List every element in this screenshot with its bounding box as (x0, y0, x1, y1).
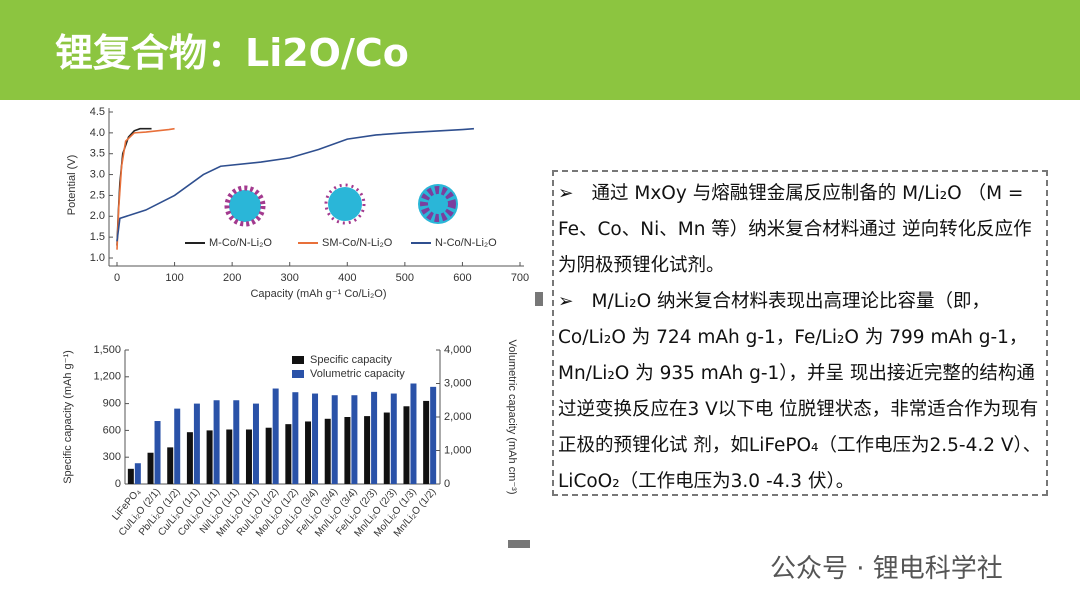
legend-label: M-Co/N-Li₂O (209, 237, 272, 249)
bar (226, 429, 233, 484)
y-tick-label: 2.5 (90, 189, 105, 201)
bullet-item: ➢ 通过 MxOy 与熔融锂金属反应制备的 M/Li₂O （M = Fe、Co、N… (558, 176, 1042, 284)
legend-label: SM-Co/N-Li₂O (322, 237, 393, 249)
y-tick-label: 0 (115, 478, 121, 490)
y-tick-label: 4.0 (90, 127, 105, 139)
bar (410, 383, 417, 484)
y-tick-label: 1.5 (90, 231, 105, 243)
bullet-text: M/Li₂O 纳米复合材料表现出高理论比容量（即，Co/Li₂O 为 724 m… (558, 291, 1042, 492)
legend-label: Volumetric capacity (310, 368, 405, 380)
bar (127, 468, 134, 484)
bar (213, 400, 220, 484)
series-line (116, 127, 475, 242)
bar (292, 392, 299, 484)
bar (364, 416, 371, 484)
bar (186, 432, 193, 484)
x-tick-label: 200 (223, 272, 241, 284)
header-band (0, 0, 1080, 100)
y2-tick-label: 4,000 (444, 344, 472, 356)
legend-swatch (292, 356, 304, 364)
x-tick-label: 700 (511, 272, 529, 284)
y-tick-label: 900 (103, 398, 121, 410)
bar (252, 403, 259, 484)
bar (272, 388, 279, 484)
legend-label: Specific capacity (310, 354, 392, 366)
bar (233, 400, 240, 484)
bar (174, 408, 181, 484)
y2-tick-label: 3,000 (444, 377, 472, 389)
slide-title: 锂复合物：Li2O/Co (55, 31, 409, 75)
bullet-marker: ➢ (558, 291, 574, 312)
y2-tick-label: 0 (444, 478, 450, 490)
y2-tick-label: 1,000 (444, 444, 472, 456)
series-line (116, 127, 152, 246)
x-tick-label: 500 (396, 272, 414, 284)
decoration (508, 540, 530, 548)
legend-label: N-Co/N-Li₂O (435, 237, 497, 249)
bullet-marker: ➢ (558, 183, 574, 204)
y2-axis-label: Volumetric capacity (mAh cm⁻³) (506, 340, 518, 495)
bar (134, 463, 141, 484)
text-box: ➢ 通过 MxOy 与熔融锂金属反应制备的 M/Li₂O （M = Fe、Co、N… (552, 170, 1048, 496)
bar (265, 427, 272, 484)
bullet-text: 通过 MxOy 与熔融锂金属反应制备的 M/Li₂O （M = Fe、Co、Ni… (558, 183, 1032, 276)
bar (390, 393, 397, 484)
y-axis-label: Potential (V) (66, 155, 78, 216)
x-tick-label: 400 (338, 272, 356, 284)
bar (403, 406, 410, 484)
y-tick-label: 1,500 (93, 344, 121, 356)
particle-illustrations (224, 183, 458, 227)
y-tick-label: 3.0 (90, 168, 105, 180)
bar (193, 403, 200, 484)
bar (206, 430, 213, 484)
x-tick-label: 0 (114, 272, 120, 284)
y-tick-label: 2.0 (90, 210, 105, 222)
y2-tick-label: 2,000 (444, 411, 472, 423)
bar (147, 452, 154, 484)
bar (154, 421, 161, 484)
y-tick-label: 4.5 (90, 106, 105, 118)
bar (245, 429, 252, 484)
bar (167, 447, 174, 484)
bar (312, 393, 319, 484)
bar (324, 418, 331, 484)
bar (383, 412, 390, 484)
y-tick-label: 1.0 (90, 252, 105, 264)
y-tick-label: 3.5 (90, 148, 105, 160)
x-axis-label: Capacity (mAh g⁻¹ Co/Li₂O) (250, 288, 386, 300)
bullet-item: ➢ M/Li₂O 纳米复合材料表现出高理论比容量（即，Co/Li₂O 为 724 … (558, 284, 1042, 500)
x-tick-label: 600 (453, 272, 471, 284)
decoration (535, 292, 543, 306)
x-tick-label: 300 (281, 272, 299, 284)
bar (344, 417, 351, 484)
bar (331, 395, 338, 484)
bar (423, 400, 430, 484)
series-line (116, 127, 175, 250)
y-tick-label: 600 (103, 424, 121, 436)
y-tick-label: 1,200 (93, 371, 121, 383)
bar (351, 395, 358, 484)
y-axis-label: Specific capacity (mAh g⁻¹) (62, 350, 74, 484)
bar (305, 421, 312, 484)
bar (430, 386, 437, 484)
legend-swatch (292, 370, 304, 378)
bar (371, 391, 378, 484)
bar (285, 424, 292, 484)
watermark: 公众号 · 锂电科学社 (770, 554, 1003, 584)
y-tick-label: 300 (103, 451, 121, 463)
x-tick-label: 100 (165, 272, 183, 284)
